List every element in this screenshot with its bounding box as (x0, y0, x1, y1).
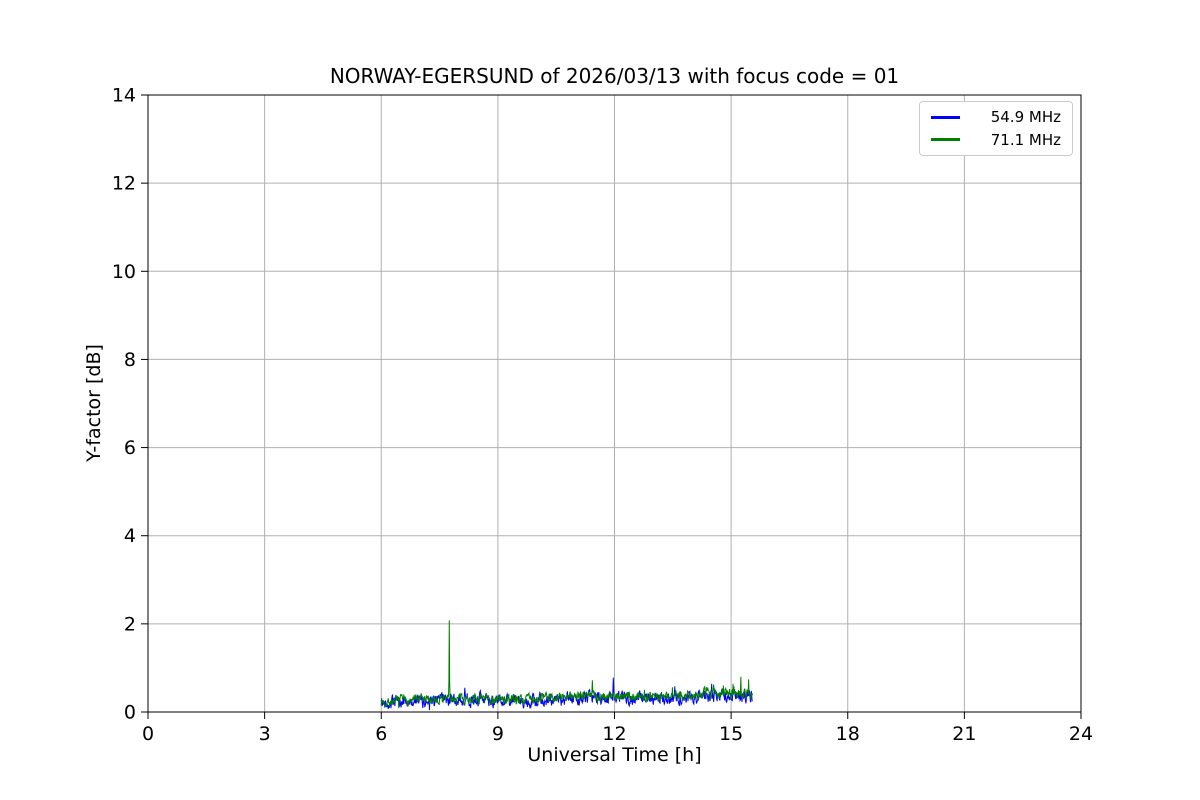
y-tick-label: 2 (124, 613, 136, 635)
plot-area (380, 620, 753, 711)
x-tick-label: 12 (602, 723, 626, 745)
series-line-71-1-mhz (380, 620, 753, 709)
y-tick-label: 6 (124, 437, 136, 459)
y-tick-label: 8 (124, 349, 136, 371)
x-tick-label: 6 (375, 723, 387, 745)
x-axis-label: Universal Time [h] (527, 744, 702, 766)
x-tick-label: 15 (719, 723, 743, 745)
legend-label: 54.9 MHz (990, 108, 1061, 127)
y-tick-label: 0 (124, 702, 136, 724)
legend: 54.9 MHz 71.1 MHz (919, 101, 1073, 156)
y-tick-label: 4 (124, 525, 136, 547)
legend-item-71-1-mhz: 71.1 MHz (931, 131, 1061, 149)
legend-swatch-green-line (931, 138, 960, 142)
chart-title: NORWAY-EGERSUND of 2026/03/13 with focus… (329, 64, 900, 88)
y-tick-label: 12 (112, 173, 136, 195)
x-tick-label: 3 (259, 723, 271, 745)
x-tick-label: 0 (142, 723, 154, 745)
legend-label: 71.1 MHz (990, 130, 1061, 149)
x-tick-label: 24 (1069, 723, 1093, 745)
y-tick-label: 14 (112, 85, 136, 107)
x-tick-label: 18 (836, 723, 860, 745)
legend-swatch-blue-line (931, 115, 960, 119)
y-tick-label: 10 (112, 261, 136, 283)
x-tick-label: 9 (492, 723, 504, 745)
x-tick-label: 21 (952, 723, 976, 745)
legend-item-54-9-mhz: 54.9 MHz (931, 108, 1061, 126)
y-axis-label: Y-factor [dB] (83, 344, 105, 462)
